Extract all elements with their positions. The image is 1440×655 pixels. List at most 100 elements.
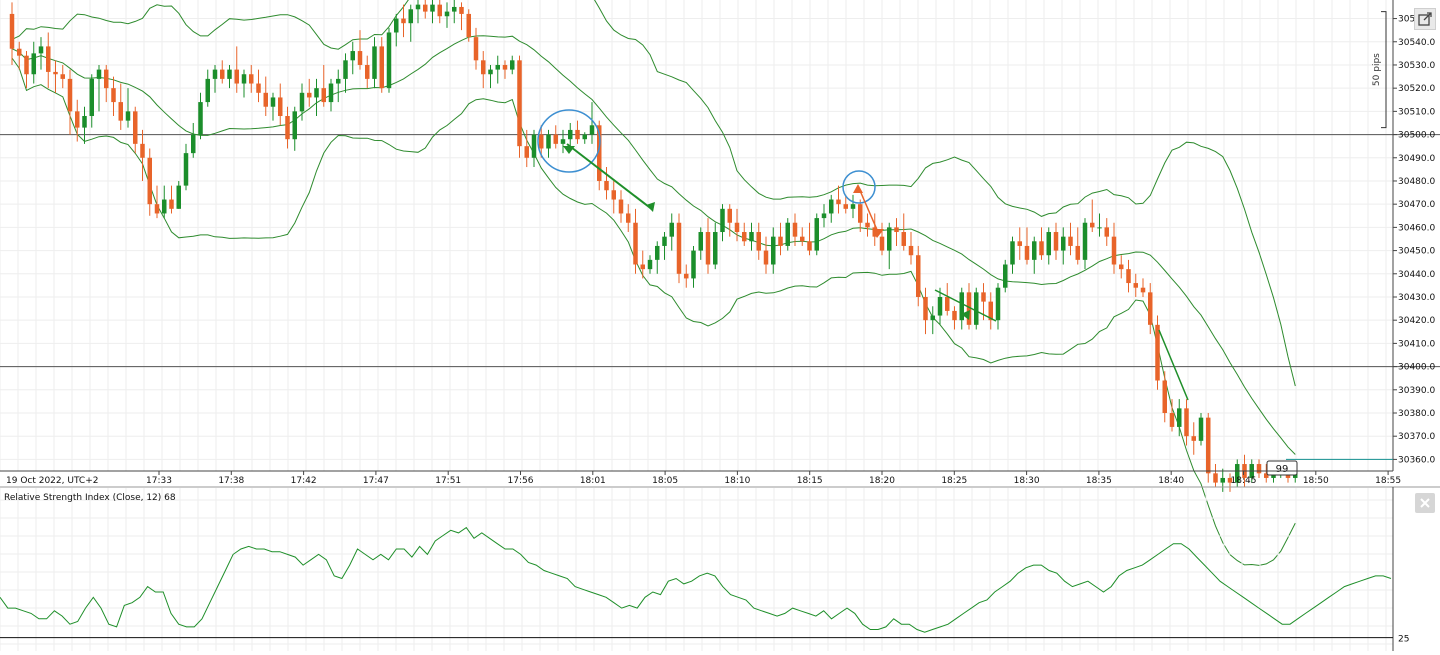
candle-up — [227, 64, 232, 89]
candle-body — [720, 208, 725, 233]
candle-body — [263, 92, 268, 107]
candle-up — [771, 227, 776, 274]
candle-up — [350, 41, 355, 75]
candle-body — [89, 78, 94, 117]
candle-up — [1046, 227, 1051, 265]
candle-up — [814, 213, 819, 256]
price-tick-label: 30520.0 — [1398, 84, 1435, 94]
candle-body — [945, 296, 950, 311]
candle-down — [742, 222, 747, 246]
candle-body — [31, 53, 36, 75]
candle-body — [198, 102, 203, 135]
candle-up — [31, 41, 36, 84]
candle-body — [285, 116, 290, 140]
candle-down — [365, 55, 370, 89]
candle-down — [807, 222, 812, 256]
candle-down — [256, 69, 261, 103]
price-tick-label: 30490.0 — [1398, 154, 1435, 164]
time-tick-labels: 17:33 17:38 17:42 17:47 17:51 17:56 18:01 18:05… — [146, 471, 1401, 486]
rsi-line — [0, 526, 1392, 633]
candle-body — [771, 236, 776, 265]
candle-body — [1198, 417, 1204, 441]
candle-down — [423, 0, 428, 19]
candle-down — [1068, 222, 1073, 256]
candle-body — [82, 116, 87, 128]
candle-body — [1184, 408, 1189, 437]
candle-up — [183, 143, 189, 191]
candle-body — [53, 71, 58, 75]
time-axis[interactable]: 19 Oct 2022, UTC+2 17:33 17:38 17:42 17:47 1… — [0, 470, 1401, 486]
candle-down — [618, 190, 624, 223]
candle-up — [510, 55, 515, 75]
candle-up — [995, 283, 1001, 330]
candle-down — [800, 227, 805, 246]
candle-body — [589, 125, 595, 135]
annotations — [537, 109, 1189, 401]
candle-body — [553, 134, 558, 144]
candle-body — [321, 88, 326, 103]
candle-body — [1075, 245, 1080, 260]
candle-up — [887, 222, 892, 270]
candle-body — [1010, 241, 1015, 265]
candle-up — [1003, 259, 1008, 293]
candle-body — [104, 69, 109, 89]
pips-scale: 50 pips — [1372, 11, 1387, 129]
price-tick-label: 30450.0 — [1398, 247, 1435, 257]
candle-body — [1235, 464, 1240, 483]
candle-body — [1220, 477, 1225, 483]
candle-down — [60, 64, 65, 89]
rsi-title: Relative Strength Index (Close, 12) 68 — [4, 493, 176, 503]
candle-down — [1155, 315, 1160, 390]
candle-up — [937, 287, 943, 325]
price-axis[interactable]: 30550.030540.030530.030520.030510.030500… — [1266, 0, 1435, 476]
candle-body — [24, 55, 29, 75]
candle-body — [1148, 292, 1153, 325]
candle-body — [792, 222, 798, 237]
candle-body — [713, 232, 718, 265]
candle-body — [96, 69, 102, 79]
candle-body — [952, 310, 957, 321]
candle-down — [626, 204, 631, 233]
candle-down — [756, 222, 761, 260]
trend-arrow-line — [566, 143, 654, 211]
candle-down — [539, 125, 544, 158]
candle-up — [408, 4, 413, 42]
candle-body — [430, 4, 435, 12]
candle-body — [1032, 241, 1037, 260]
candle-body — [1155, 324, 1160, 381]
candle-up — [560, 129, 566, 154]
candle-down — [1169, 399, 1175, 432]
price-marker-label: 99 — [1276, 464, 1289, 475]
candle-body — [778, 236, 783, 246]
candle-up — [1097, 213, 1102, 237]
candle-down — [633, 208, 638, 274]
candle-up — [314, 78, 319, 117]
candle-down — [1104, 218, 1109, 246]
time-tick-label: 18:20 — [869, 476, 895, 486]
green-arrow-head-2 — [961, 310, 970, 320]
rsi-pane: Relative Strength Index (Close, 12) 68 2… — [0, 487, 1409, 651]
candle-body — [662, 236, 667, 246]
candle-body — [1264, 473, 1269, 478]
candle-up — [582, 132, 587, 144]
candle-body — [415, 4, 421, 10]
candle-up — [531, 129, 537, 168]
price-tick-label: 30460.0 — [1398, 223, 1435, 233]
candle-body — [212, 69, 218, 79]
candle-body — [423, 4, 428, 12]
candle-body — [546, 134, 551, 149]
time-tick-label: 18:40 — [1158, 476, 1184, 486]
candle-down — [466, 9, 471, 42]
expand-chart-button[interactable] — [1414, 8, 1436, 30]
candle-up — [691, 245, 696, 288]
price-tick-label: 30370.0 — [1398, 432, 1435, 442]
candle-down — [17, 41, 22, 70]
close-indicator-button[interactable] — [1415, 493, 1435, 513]
annotation-circle-large — [537, 109, 601, 173]
candle-up — [176, 180, 181, 209]
candle-body — [60, 74, 65, 79]
price-tick-label: 30410.0 — [1398, 339, 1435, 349]
candle-body — [988, 301, 993, 321]
candle-down — [379, 37, 384, 93]
